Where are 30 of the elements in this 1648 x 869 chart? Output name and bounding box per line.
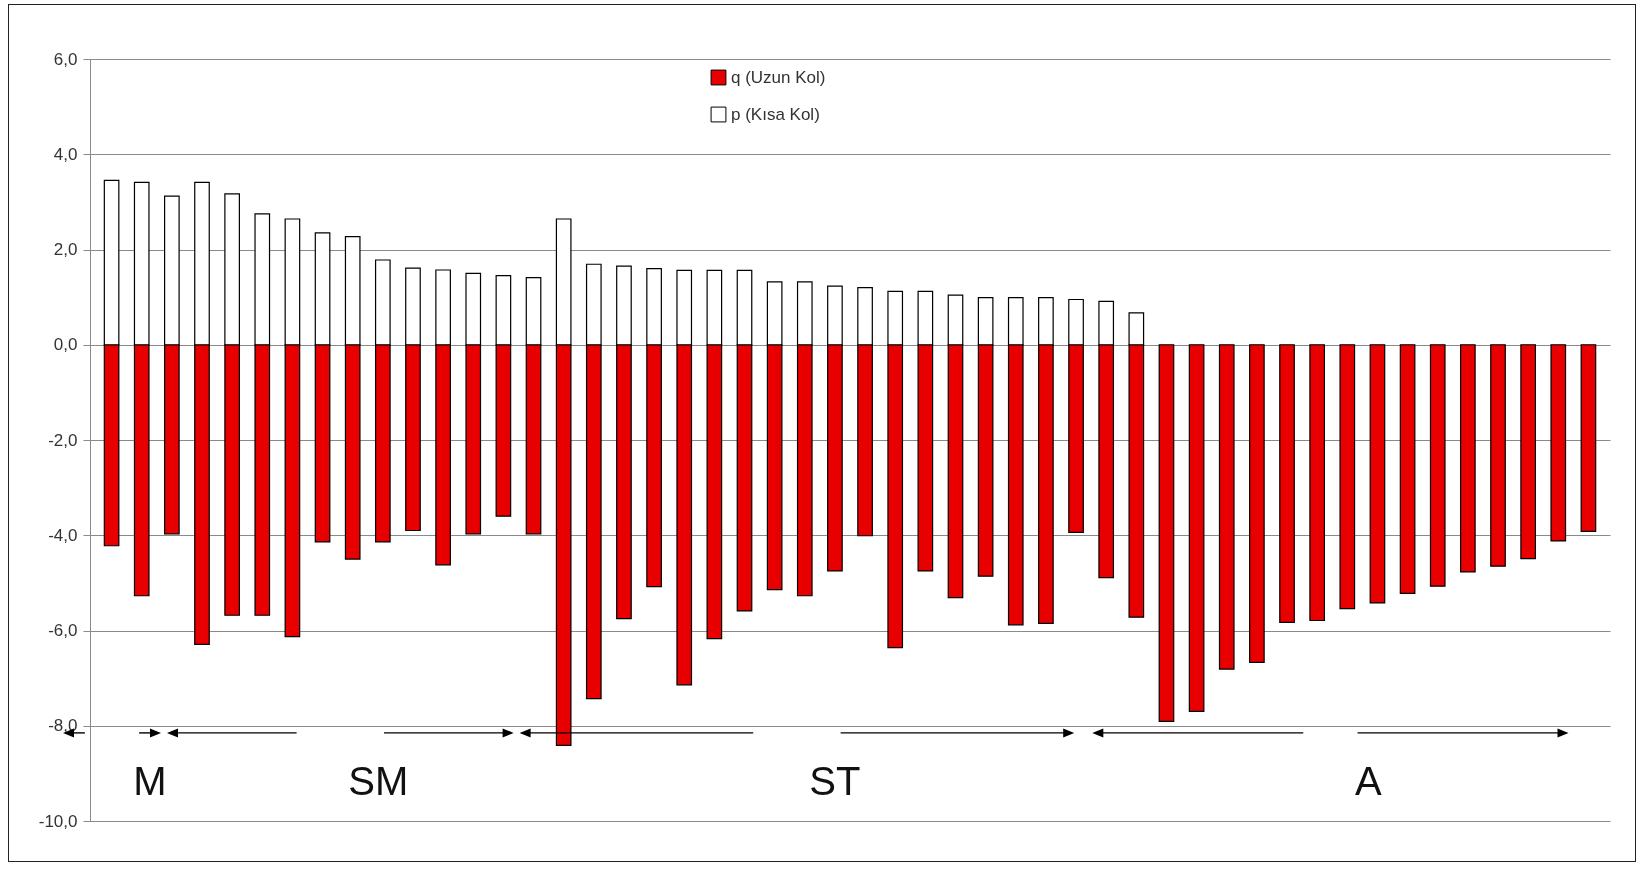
bar [1520,344,1536,560]
bar [1429,344,1446,587]
annotation: A [1355,758,1383,803]
legend-label: p (Kısa Kol) [731,104,820,124]
y-tick-label: -2,0 [48,430,78,450]
y-tick-label: -8,0 [48,716,78,736]
bar [1158,344,1175,723]
bar [1249,344,1265,664]
y-tick-label: 2,0 [53,240,78,259]
bar [1550,344,1567,542]
legend-label: q (Uzun Kol) [731,67,826,87]
annotation: M [133,758,167,803]
annotation: ST [809,758,861,803]
bar [1369,344,1386,604]
bar [1218,344,1235,670]
bar [1399,344,1416,594]
bar [1460,344,1476,573]
bar [1490,344,1506,567]
bar [1580,344,1597,533]
y-tick-label: -6,0 [48,621,78,640]
bar [1188,344,1205,713]
y-tick-label: 6,0 [53,49,78,69]
y-tick-label: 0,0 [53,335,78,355]
annotation: SM [348,758,409,803]
bar [1339,344,1356,610]
bar [1309,344,1326,622]
y-tick-label: 4,0 [53,144,78,164]
y-tick-label: -4,0 [48,525,78,545]
bar [1279,344,1295,623]
y-tick-label: -10,0 [38,811,78,831]
